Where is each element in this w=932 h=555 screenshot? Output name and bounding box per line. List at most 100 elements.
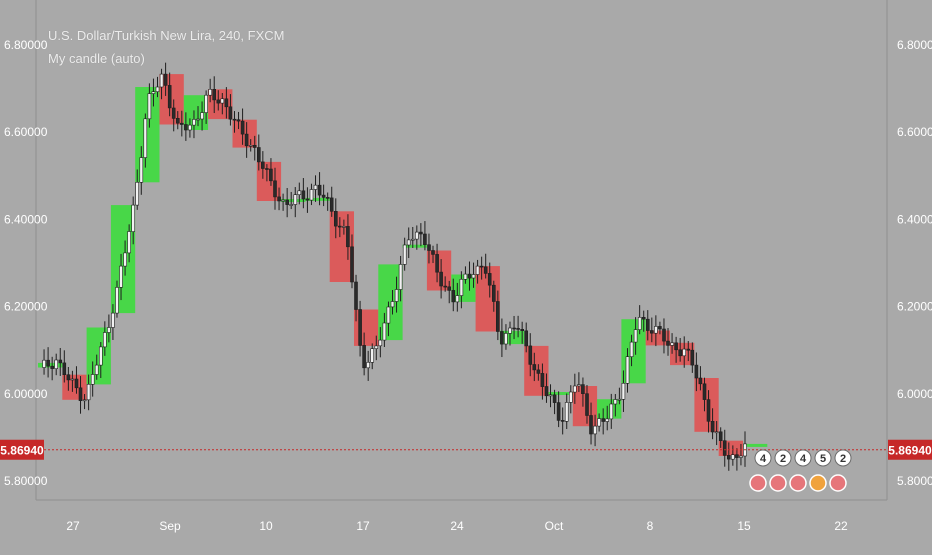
candle-body[interactable] — [504, 333, 508, 345]
candle-body[interactable] — [500, 331, 504, 345]
candle-body[interactable] — [58, 359, 63, 364]
candle-body[interactable] — [123, 252, 127, 267]
candle-body[interactable] — [532, 364, 537, 371]
candle-body[interactable] — [512, 327, 516, 330]
candle-body[interactable] — [82, 399, 87, 402]
candle-body[interactable] — [54, 359, 59, 369]
candle-body[interactable] — [402, 244, 407, 265]
candle-body[interactable] — [216, 99, 221, 104]
indicator-title[interactable]: My candle (auto) — [48, 51, 145, 66]
candle-body[interactable] — [260, 161, 265, 169]
candle-body[interactable] — [540, 373, 545, 387]
flag-icon[interactable] — [749, 474, 767, 492]
candle-body[interactable] — [159, 73, 164, 88]
candle-body[interactable] — [617, 398, 622, 401]
candle-body[interactable] — [346, 226, 350, 248]
candle-body[interactable] — [467, 273, 472, 279]
candle-body[interactable] — [366, 361, 371, 369]
candle-body[interactable] — [78, 387, 83, 401]
candle-body[interactable] — [265, 168, 269, 170]
candle-body[interactable] — [443, 285, 448, 288]
candle-body[interactable] — [662, 328, 666, 342]
candle-body[interactable] — [151, 91, 156, 94]
candle-body[interactable] — [305, 198, 310, 201]
candle-body[interactable] — [50, 365, 55, 369]
candle-body[interactable] — [524, 330, 529, 347]
candle-body[interactable] — [613, 399, 618, 405]
candle-body[interactable] — [625, 356, 630, 384]
candle-body[interactable] — [378, 339, 383, 347]
candle-body[interactable] — [654, 326, 658, 334]
candle-body[interactable] — [277, 196, 281, 202]
candle-body[interactable] — [609, 403, 614, 420]
candle-body[interactable] — [487, 273, 492, 286]
candle-body[interactable] — [451, 290, 456, 303]
candle-body[interactable] — [491, 284, 496, 302]
candle-body[interactable] — [143, 118, 148, 158]
candle-body[interactable] — [431, 250, 435, 255]
candle-body[interactable] — [649, 330, 654, 334]
candle-body[interactable] — [556, 402, 561, 421]
candle-body[interactable] — [115, 287, 119, 314]
candle-body[interactable] — [597, 418, 601, 427]
candle-body[interactable] — [94, 364, 99, 375]
candle-body[interactable] — [248, 145, 253, 147]
candle-body[interactable] — [256, 147, 261, 163]
candle-body[interactable] — [111, 312, 115, 328]
candle-body[interactable] — [698, 377, 703, 385]
candle-body[interactable] — [678, 349, 683, 357]
candle-body[interactable] — [390, 301, 395, 308]
candle-body[interactable] — [398, 264, 403, 290]
candle-body[interactable] — [406, 239, 411, 246]
candle-body[interactable] — [601, 418, 606, 422]
candle-body[interactable] — [577, 384, 581, 387]
candle-body[interactable] — [629, 341, 634, 358]
candle-body[interactable] — [516, 328, 520, 330]
candle-body[interactable] — [581, 384, 585, 395]
candle-body[interactable] — [439, 271, 443, 287]
candle-body[interactable] — [666, 340, 670, 346]
candle-body[interactable] — [702, 383, 707, 400]
candle-body[interactable] — [508, 327, 512, 334]
candle-body[interactable] — [90, 374, 95, 385]
candle-body[interactable] — [252, 145, 257, 148]
candle-body[interactable] — [520, 328, 525, 331]
candle-body[interactable] — [212, 89, 216, 101]
candle-body[interactable] — [686, 348, 691, 351]
candle-body[interactable] — [119, 265, 123, 288]
candle-body[interactable] — [297, 190, 302, 196]
candle-body[interactable] — [423, 233, 427, 245]
candle-body[interactable] — [103, 332, 107, 348]
candle-body[interactable] — [479, 265, 484, 268]
candle-body[interactable] — [382, 322, 387, 341]
candle-body[interactable] — [706, 399, 711, 422]
candle-body[interactable] — [236, 119, 241, 122]
candle-body[interactable] — [188, 124, 192, 131]
candle-body[interactable] — [301, 190, 306, 200]
candle-body[interactable] — [621, 382, 626, 400]
candle-body[interactable] — [281, 199, 285, 202]
candle-body[interactable] — [690, 349, 695, 366]
candle-body[interactable] — [726, 455, 731, 460]
candle-body[interactable] — [455, 295, 460, 303]
candle-body[interactable] — [321, 194, 326, 198]
candle-body[interactable] — [147, 93, 152, 120]
candle-body[interactable] — [564, 402, 569, 422]
candle-body[interactable] — [605, 418, 610, 422]
candle-body[interactable] — [427, 244, 431, 251]
candle-body[interactable] — [127, 231, 131, 254]
candle-body[interactable] — [658, 326, 662, 330]
candle-body[interactable] — [228, 106, 233, 120]
flag-icon[interactable] — [769, 474, 787, 492]
candle-body[interactable] — [309, 189, 314, 201]
candle-body[interactable] — [475, 265, 480, 275]
candle-body[interactable] — [240, 120, 245, 135]
candle-body[interactable] — [196, 118, 200, 121]
candle-body[interactable] — [167, 85, 172, 109]
candle-body[interactable] — [333, 211, 338, 227]
flag-icon[interactable] — [789, 474, 807, 492]
candle-body[interactable] — [714, 431, 719, 434]
candle-body[interactable] — [414, 231, 419, 240]
candle-body[interactable] — [293, 194, 298, 205]
